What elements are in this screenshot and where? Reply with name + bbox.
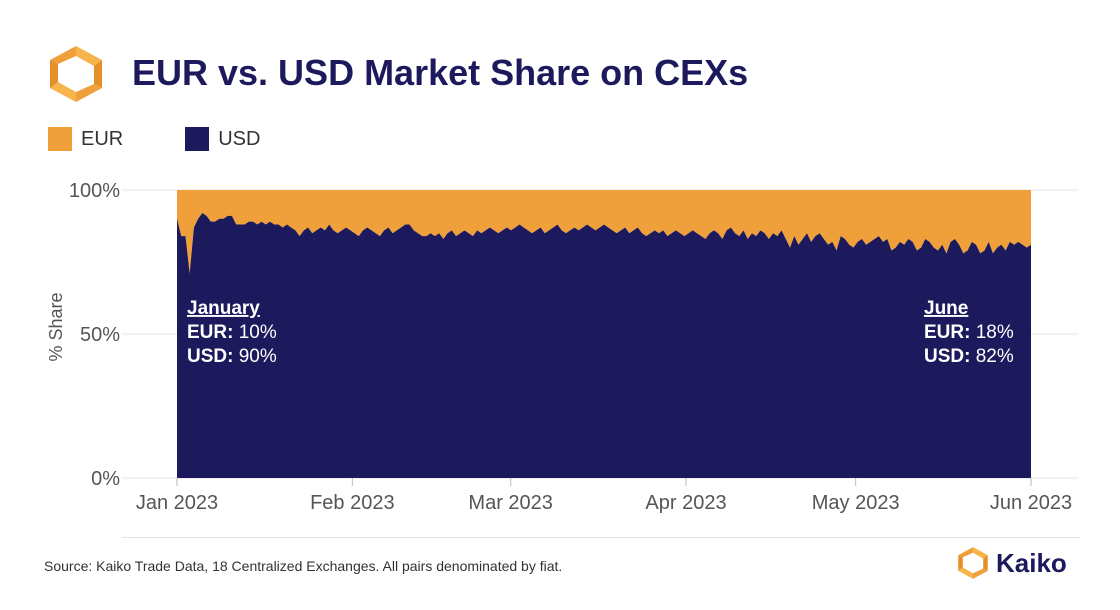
- legend-swatch-eur: [48, 127, 72, 151]
- x-axis: Jan 2023 Feb 2023 Mar 2023 Apr 2023 May 2023…: [136, 478, 1072, 514]
- chart-areas: [177, 190, 1031, 479]
- x-tick-label-3: Apr 2023: [645, 492, 726, 514]
- annotation-usd-value: 82%: [970, 346, 1013, 367]
- annotation-eur-line: EUR: 18%: [924, 322, 1014, 343]
- footer-divider: [122, 537, 1080, 538]
- annotation-eur-value: 10%: [233, 322, 276, 343]
- legend-swatch-usd: [185, 127, 210, 151]
- annotation-usd-label: USD:: [924, 346, 970, 367]
- annotation-eur-value: 18%: [970, 322, 1013, 343]
- kaiko-logo-icon: [50, 46, 102, 102]
- legend: EUR USD: [48, 126, 322, 152]
- y-tick-label-100: 100%: [69, 180, 120, 202]
- y-tick-label-50: 50%: [80, 324, 120, 346]
- y-axis: 0% 50% 100%: [69, 180, 120, 490]
- source-note: Source: Kaiko Trade Data, 18 Centralized…: [44, 558, 563, 574]
- legend-label-eur: EUR: [81, 127, 124, 150]
- annotation-usd-value: 90%: [233, 346, 276, 367]
- annotation-usd-line: USD: 90%: [187, 346, 277, 367]
- annotation-heading: January: [187, 298, 260, 319]
- x-tick-label-5: Jun 2023: [990, 492, 1072, 514]
- chart-title: EUR vs. USD Market Share on CEXs: [132, 52, 749, 93]
- x-tick-label-4: May 2023: [812, 492, 900, 514]
- annotation-usd-line: USD: 82%: [924, 346, 1014, 367]
- x-tick-label-0: Jan 2023: [136, 492, 218, 514]
- annotation-heading: June: [924, 298, 968, 319]
- kaiko-brand-icon: [958, 547, 988, 579]
- annotation-eur-label: EUR:: [924, 322, 970, 343]
- legend-item-usd: USD: [185, 127, 260, 151]
- annotation-usd-label: USD:: [187, 346, 233, 367]
- brand-name: Kaiko: [996, 547, 1067, 578]
- area-usd: [177, 213, 1031, 479]
- annotation-eur-line: EUR: 10%: [187, 322, 277, 343]
- y-axis-label: % Share: [46, 292, 66, 361]
- legend-item-eur: EUR: [48, 127, 123, 151]
- x-tick-label-1: Feb 2023: [310, 492, 395, 514]
- brand: Kaiko: [956, 546, 1067, 580]
- legend-label-usd: USD: [218, 127, 261, 150]
- area-chart: 0% 50% 100% Jan 2023 Feb 2023 Mar 2023 Apr 20…: [46, 180, 1078, 514]
- x-tick-label-2: Mar 2023: [468, 492, 553, 514]
- area-eur: [177, 190, 1031, 274]
- annotation-eur-label: EUR:: [187, 322, 233, 343]
- y-tick-label-0: 0%: [91, 468, 120, 490]
